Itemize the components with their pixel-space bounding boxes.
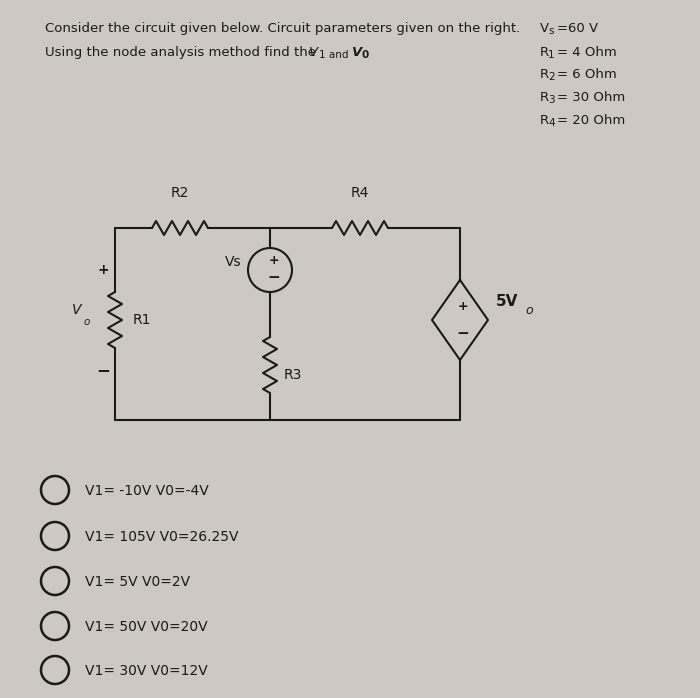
Text: = 4 Ohm: = 4 Ohm <box>557 46 617 59</box>
Text: = 30 Ohm: = 30 Ohm <box>557 91 625 104</box>
Text: 3: 3 <box>548 95 554 105</box>
Text: R: R <box>540 91 549 104</box>
Text: R3: R3 <box>284 368 302 382</box>
Text: V1= 30V V0=12V: V1= 30V V0=12V <box>85 664 208 678</box>
Text: R2: R2 <box>171 186 189 200</box>
Text: V1= 105V V0=26.25V: V1= 105V V0=26.25V <box>85 530 239 544</box>
Text: = 20 Ohm: = 20 Ohm <box>557 114 625 127</box>
Text: o: o <box>84 317 90 327</box>
Text: 4: 4 <box>548 118 554 128</box>
Text: 5V: 5V <box>496 295 519 309</box>
Text: s: s <box>548 26 554 36</box>
Text: V1= -10V V0=-4V: V1= -10V V0=-4V <box>85 484 209 498</box>
Text: 1 and: 1 and <box>319 50 349 60</box>
Text: =60 V: =60 V <box>557 22 598 35</box>
Text: V1= 5V V0=2V: V1= 5V V0=2V <box>85 575 190 589</box>
Text: R: R <box>540 68 549 81</box>
Text: 2: 2 <box>548 72 554 82</box>
Text: 0: 0 <box>362 50 370 60</box>
Text: −: − <box>267 271 281 285</box>
Text: Vs: Vs <box>225 255 242 269</box>
Text: +: + <box>97 263 108 277</box>
Text: 1: 1 <box>548 50 554 60</box>
Text: R1: R1 <box>133 313 151 327</box>
Text: R: R <box>540 114 549 127</box>
Text: = 6 Ohm: = 6 Ohm <box>557 68 617 81</box>
Text: V: V <box>540 22 549 35</box>
Text: +: + <box>269 255 279 267</box>
Text: R: R <box>540 46 549 59</box>
Text: o: o <box>525 304 533 316</box>
Text: R4: R4 <box>351 186 369 200</box>
Text: V: V <box>352 46 363 59</box>
Text: V1= 50V V0=20V: V1= 50V V0=20V <box>85 620 208 634</box>
Text: −: − <box>456 327 470 341</box>
Text: V: V <box>309 46 318 59</box>
Text: +: + <box>458 299 468 313</box>
Text: Consider the circuit given below. Circuit parameters given on the right.: Consider the circuit given below. Circui… <box>45 22 520 35</box>
Text: −: − <box>96 361 110 379</box>
Text: V: V <box>72 303 82 317</box>
Text: Using the node analysis method find the: Using the node analysis method find the <box>45 46 321 59</box>
